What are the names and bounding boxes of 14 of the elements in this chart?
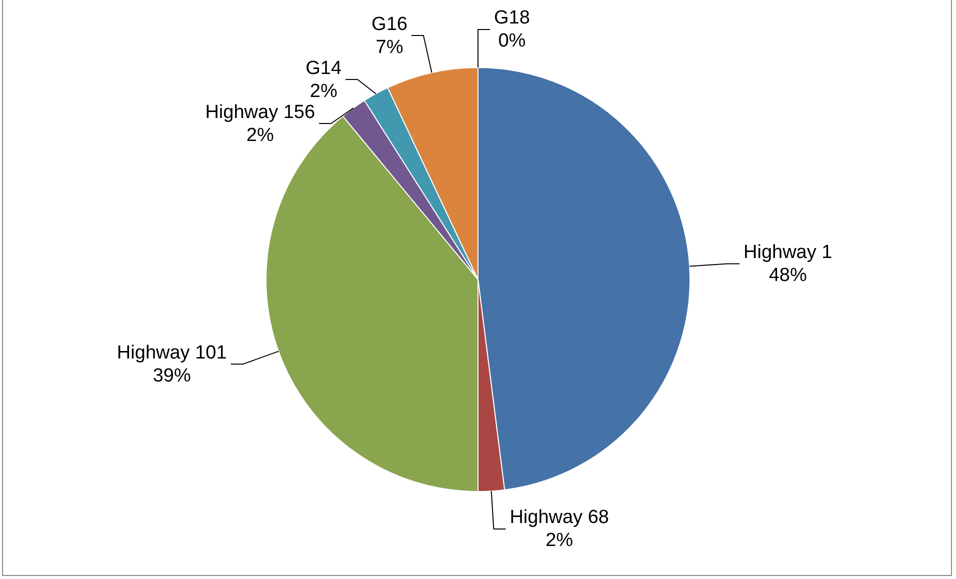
data-label: 2% — [246, 124, 274, 146]
slice-label: Highway 1 — [744, 242, 832, 264]
category-label: G18 — [494, 8, 530, 29]
data-label: 7% — [376, 36, 404, 58]
slice-label: G14 — [306, 58, 342, 79]
data-label: 39% — [152, 365, 191, 386]
slice-label: Highway 68 — [510, 507, 609, 528]
data-label: 2% — [310, 80, 338, 102]
slice-label: Highway 101 — [116, 342, 227, 364]
slice-label: G16 — [372, 14, 408, 35]
data-label: 2% — [546, 530, 574, 552]
slice-label: Highway 156 — [205, 102, 316, 123]
text: 0% — [498, 30, 526, 52]
data-label: 48% — [768, 265, 807, 286]
